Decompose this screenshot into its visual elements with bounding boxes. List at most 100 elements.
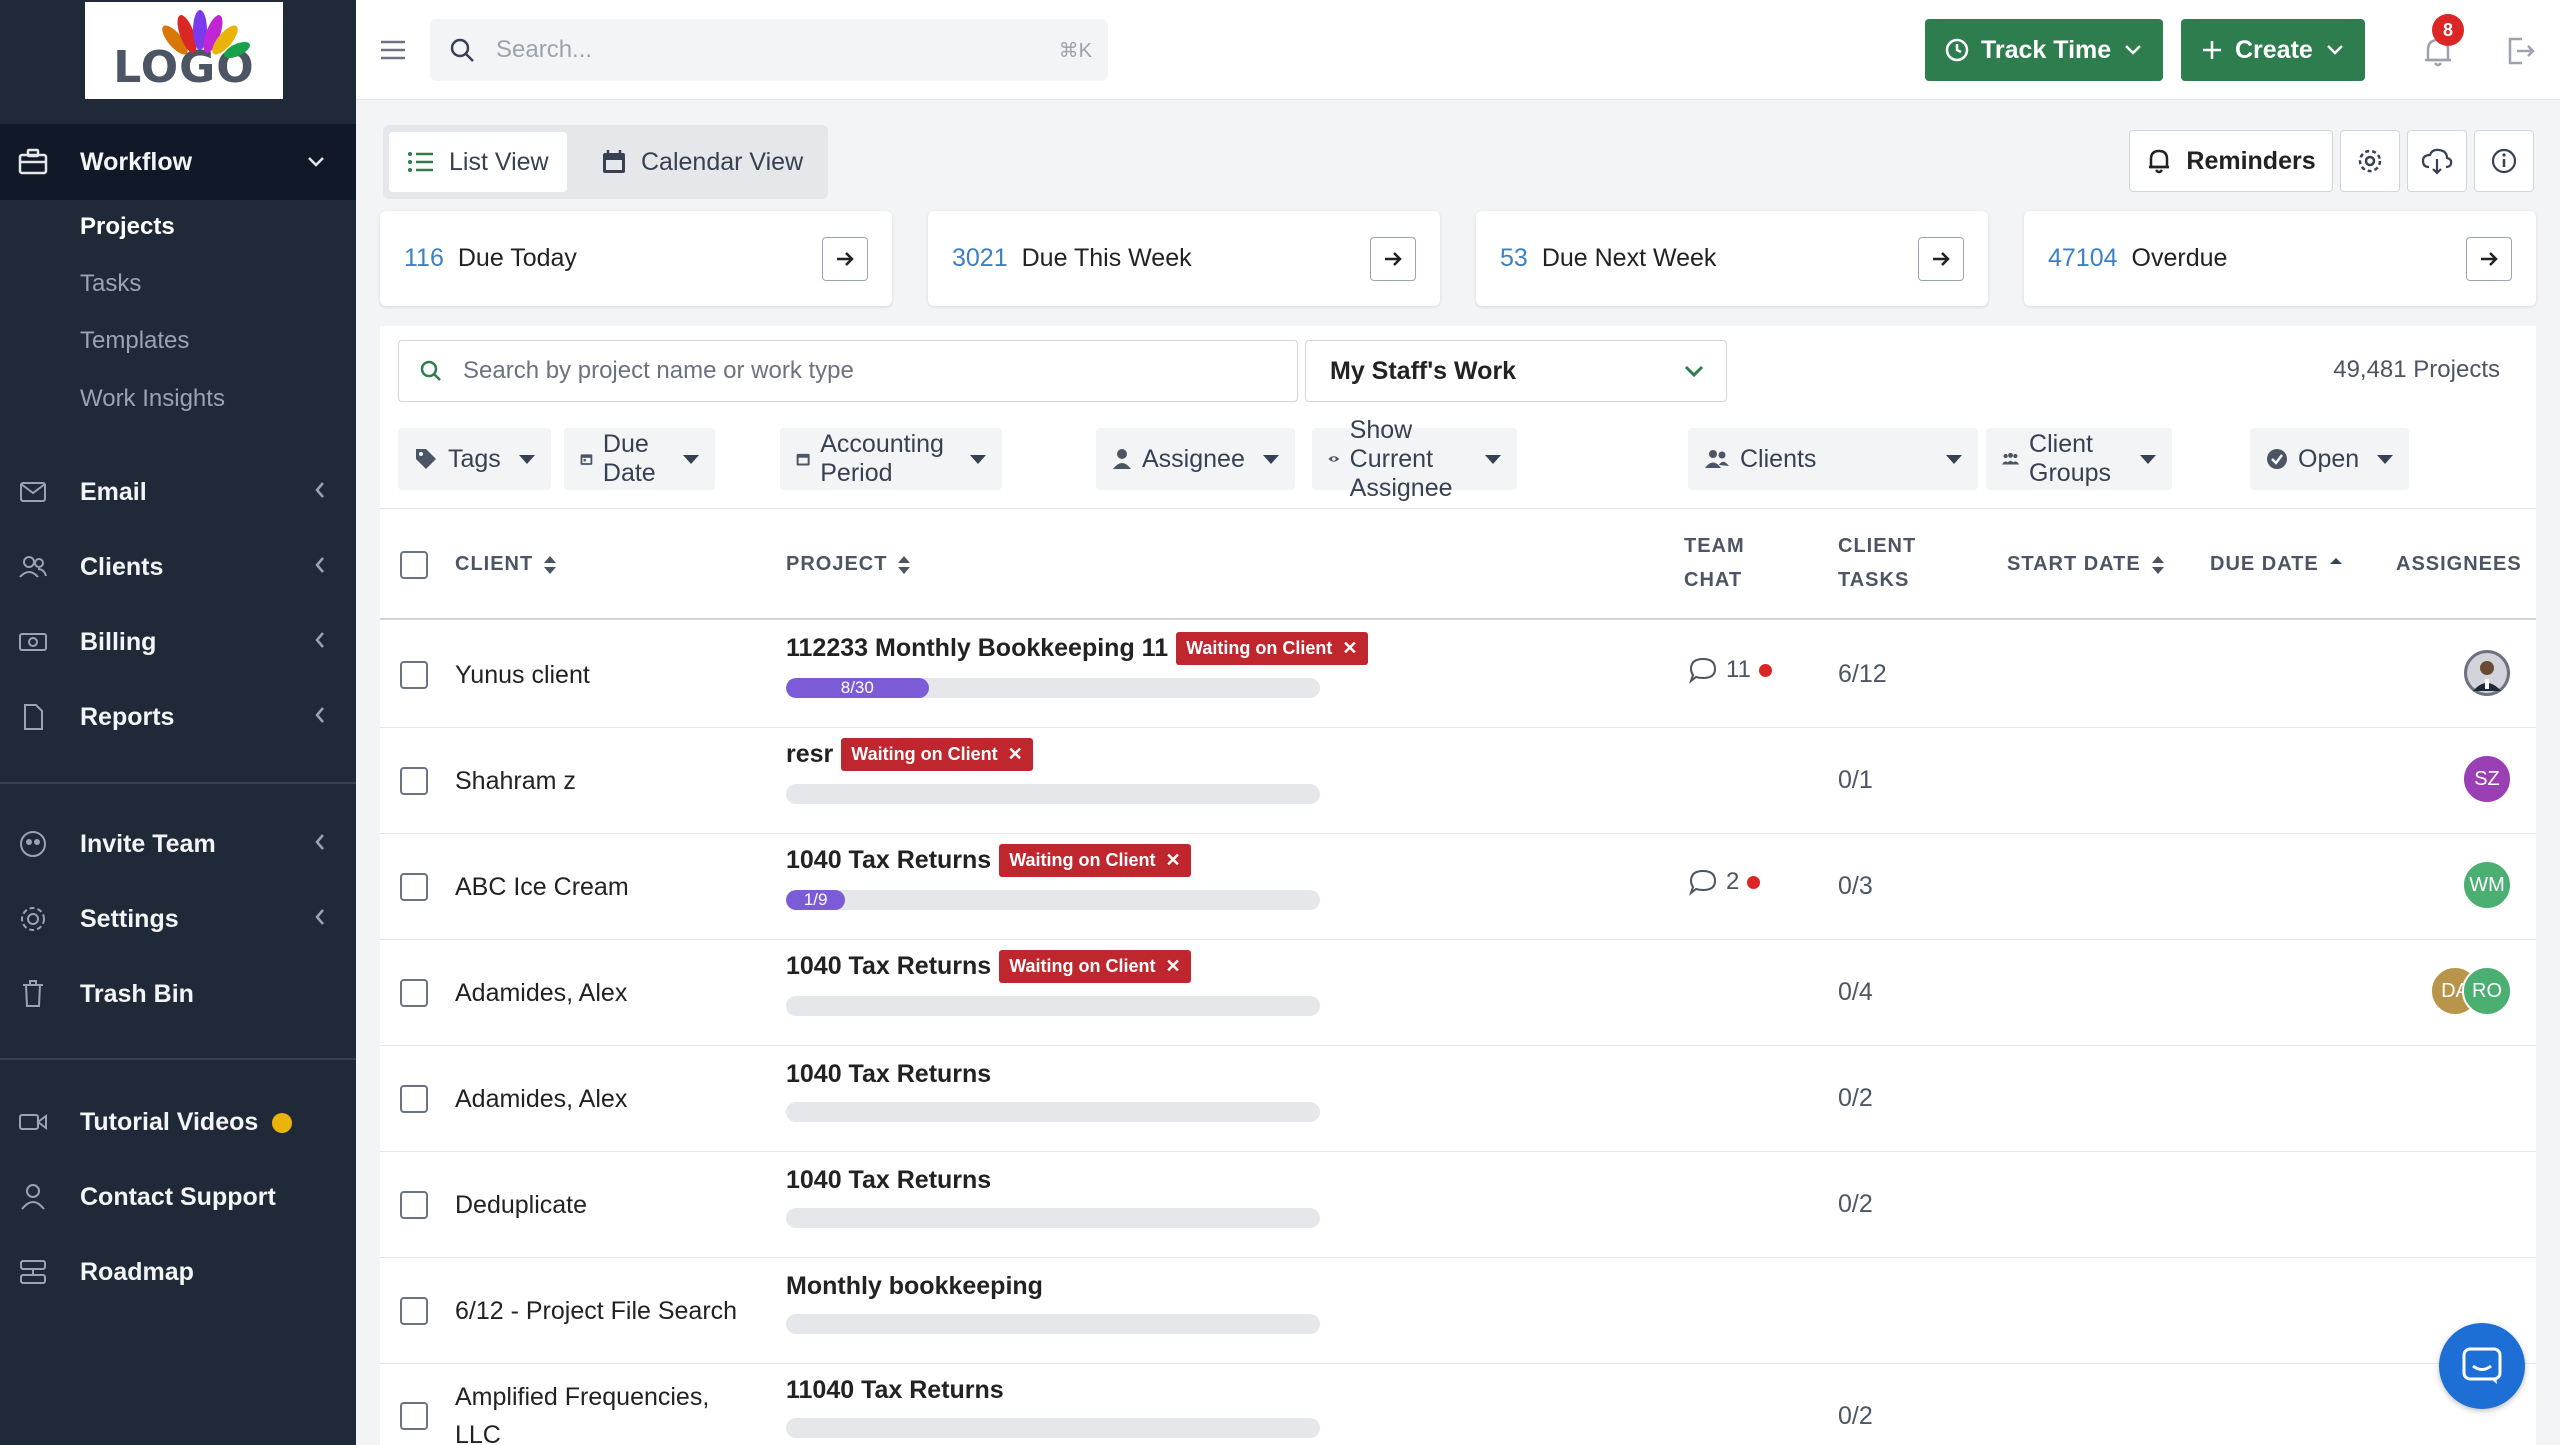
arrow-right-icon[interactable] bbox=[1918, 236, 1964, 281]
avatar[interactable]: RO bbox=[2462, 966, 2512, 1016]
avatar[interactable]: SZ bbox=[2462, 754, 2512, 804]
row-checkbox[interactable] bbox=[400, 767, 428, 795]
avatar-photo[interactable] bbox=[2462, 648, 2512, 698]
select-all-checkbox[interactable] bbox=[400, 551, 428, 579]
row-client[interactable]: Adamides, Alex bbox=[455, 979, 628, 1007]
team-chat-count[interactable]: 2 bbox=[1688, 868, 1761, 896]
cloud-download-icon bbox=[2421, 148, 2453, 175]
sidebar-item-templates[interactable]: Templates bbox=[80, 327, 190, 354]
row-checkbox[interactable] bbox=[400, 661, 428, 689]
sidebar-item-billing[interactable]: Billing bbox=[0, 610, 356, 674]
logo[interactable]: LOGO bbox=[85, 2, 283, 99]
row-project[interactable]: 1040 Tax Returns bbox=[786, 1166, 991, 1195]
staff-work-select[interactable]: My Staff's Work bbox=[1305, 340, 1727, 402]
sidebar-item-trash-bin[interactable]: Trash Bin bbox=[0, 962, 356, 1026]
sidebar-item-tasks[interactable]: Tasks bbox=[80, 270, 142, 297]
row-project[interactable]: 11040 Tax Returns bbox=[786, 1376, 1004, 1405]
status-tag-label: Waiting on Client bbox=[1009, 850, 1156, 870]
close-icon[interactable]: ✕ bbox=[1165, 956, 1181, 976]
team-chat-count[interactable]: 11 bbox=[1688, 656, 1772, 684]
row-project[interactable]: 1040 Tax Returns bbox=[786, 1060, 991, 1089]
info-button[interactable] bbox=[2474, 130, 2534, 192]
filter-client-groups[interactable]: Client Groups bbox=[1986, 428, 2172, 490]
reminders-button[interactable]: Reminders bbox=[2129, 130, 2333, 192]
sidebar-item-roadmap[interactable]: Roadmap bbox=[0, 1240, 356, 1304]
row-checkbox[interactable] bbox=[400, 979, 428, 1007]
row-project[interactable]: 1040 Tax Returns Waiting on Client ✕ bbox=[786, 844, 1191, 877]
row-checkbox[interactable] bbox=[400, 1191, 428, 1219]
sidebar-item-workflow[interactable]: Workflow bbox=[0, 124, 356, 200]
due-today-card[interactable]: 116 Due Today bbox=[380, 211, 892, 306]
row-checkbox[interactable] bbox=[400, 1085, 428, 1113]
table-row[interactable]: 6/12 - Project File Search Monthly bookk… bbox=[380, 1258, 2536, 1364]
close-icon[interactable]: ✕ bbox=[1007, 744, 1023, 764]
settings-button[interactable] bbox=[2340, 130, 2400, 192]
top-bar: Search... ⌘K Track Time Create 8 bbox=[356, 0, 2560, 100]
table-row[interactable]: Shahram z resr Waiting on Client ✕ 0/1 SZ bbox=[380, 728, 2536, 834]
avatar[interactable]: WM bbox=[2462, 860, 2512, 910]
table-row[interactable]: ABC Ice Cream 1040 Tax Returns Waiting o… bbox=[380, 834, 2536, 940]
sidebar-item-work-insights[interactable]: Work Insights bbox=[80, 385, 225, 412]
row-project[interactable]: 112233 Monthly Bookkeeping 11 Waiting on… bbox=[786, 632, 1368, 665]
col-start-date[interactable]: START DATE bbox=[2007, 547, 2165, 581]
table-row[interactable]: Adamides, Alex 1040 Tax Returns Waiting … bbox=[380, 940, 2536, 1046]
close-icon[interactable]: ✕ bbox=[1342, 638, 1358, 658]
table-row[interactable]: Adamides, Alex 1040 Tax Returns 0/2 bbox=[380, 1046, 2536, 1152]
table-row[interactable]: Deduplicate 1040 Tax Returns 0/2 bbox=[380, 1152, 2536, 1258]
row-project[interactable]: Monthly bookkeeping bbox=[786, 1272, 1043, 1301]
cloud-download-button[interactable] bbox=[2407, 130, 2467, 192]
table-row[interactable]: Yunus client 112233 Monthly Bookkeeping … bbox=[380, 622, 2536, 728]
filter-assignee[interactable]: Assignee bbox=[1096, 428, 1295, 490]
overdue-card[interactable]: 47104 Overdue bbox=[2024, 211, 2536, 306]
row-client[interactable]: Yunus client bbox=[455, 661, 590, 689]
col-project[interactable]: PROJECT bbox=[786, 547, 911, 581]
help-chat-button[interactable] bbox=[2439, 1323, 2525, 1409]
sidebar-item-invite-team[interactable]: Invite Team bbox=[0, 812, 356, 876]
row-client[interactable]: ABC Ice Cream bbox=[455, 873, 629, 901]
due-this-week-card[interactable]: 3021 Due This Week bbox=[928, 211, 1440, 306]
row-client[interactable]: Shahram z bbox=[455, 767, 576, 795]
filter-status-open[interactable]: Open bbox=[2250, 428, 2410, 490]
list-view-tab[interactable]: List View bbox=[389, 132, 567, 192]
arrow-right-icon[interactable] bbox=[822, 236, 868, 281]
track-time-button[interactable]: Track Time bbox=[1925, 19, 2164, 81]
filter-clients[interactable]: Clients bbox=[1688, 428, 1978, 490]
due-next-week-card[interactable]: 53 Due Next Week bbox=[1476, 211, 1988, 306]
sidebar-item-projects[interactable]: Projects bbox=[80, 213, 175, 240]
row-checkbox[interactable] bbox=[400, 1402, 428, 1430]
track-time-label: Track Time bbox=[1981, 35, 2112, 64]
filter-due-date[interactable]: Due Date bbox=[564, 428, 715, 490]
hamburger-menu-icon[interactable] bbox=[378, 35, 408, 65]
sidebar-item-reports[interactable]: Reports bbox=[0, 685, 356, 749]
caret-down-icon bbox=[2377, 454, 2394, 464]
row-client[interactable]: 6/12 - Project File Search bbox=[455, 1297, 738, 1325]
row-client[interactable]: Deduplicate bbox=[455, 1191, 588, 1219]
sidebar-item-clients[interactable]: Clients bbox=[0, 535, 356, 599]
row-client[interactable]: Amplified Frequencies, LLC bbox=[455, 1383, 710, 1445]
view-toggle: List View Calendar View bbox=[383, 125, 828, 199]
calendar-view-tab[interactable]: Calendar View bbox=[583, 132, 821, 192]
arrow-right-icon[interactable] bbox=[2466, 236, 2512, 281]
row-project[interactable]: 1040 Tax Returns Waiting on Client ✕ bbox=[786, 950, 1191, 983]
filter-tags[interactable]: Tags bbox=[398, 428, 551, 490]
row-project[interactable]: resr Waiting on Client ✕ bbox=[786, 738, 1033, 771]
row-checkbox[interactable] bbox=[400, 873, 428, 901]
col-client[interactable]: CLIENT bbox=[455, 547, 557, 581]
close-icon[interactable]: ✕ bbox=[1165, 850, 1181, 870]
sidebar-item-email[interactable]: Email bbox=[0, 460, 356, 524]
filter-show-current-assignee[interactable]: Show Current Assignee bbox=[1312, 416, 1517, 502]
global-search-input[interactable]: Search... ⌘K bbox=[430, 19, 1108, 81]
row-checkbox[interactable] bbox=[400, 1297, 428, 1325]
create-button[interactable]: Create bbox=[2181, 19, 2365, 81]
sidebar-item-contact-support[interactable]: Contact Support bbox=[0, 1165, 356, 1229]
col-due-date[interactable]: DUE DATE bbox=[2210, 547, 2343, 581]
row-client[interactable]: Adamides, Alex bbox=[455, 1085, 628, 1113]
sidebar-item-settings[interactable]: Settings bbox=[0, 887, 356, 951]
filter-accounting-period[interactable]: Accounting Period bbox=[780, 428, 1002, 490]
project-name: Monthly bookkeeping bbox=[786, 1272, 1043, 1300]
sidebar-item-tutorial-videos[interactable]: Tutorial Videos bbox=[0, 1090, 356, 1154]
project-search-input[interactable]: Search by project name or work type bbox=[398, 340, 1298, 402]
arrow-right-icon[interactable] bbox=[1370, 236, 1416, 281]
table-row[interactable]: Amplified Frequencies, LLC 11040 Tax Ret… bbox=[380, 1364, 2536, 1445]
logout-icon[interactable] bbox=[2504, 34, 2538, 68]
